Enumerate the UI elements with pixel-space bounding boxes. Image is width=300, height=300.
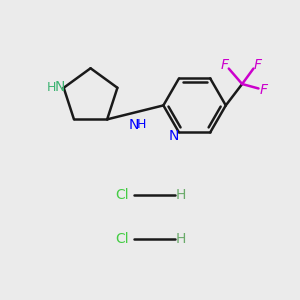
Text: F: F xyxy=(221,58,229,72)
Text: H: H xyxy=(176,232,186,246)
Text: H: H xyxy=(176,188,186,202)
Text: F: F xyxy=(260,83,268,97)
Text: N: N xyxy=(168,129,179,143)
Text: Cl: Cl xyxy=(115,188,129,202)
Text: H: H xyxy=(137,118,146,131)
Text: Cl: Cl xyxy=(115,232,129,246)
Text: N: N xyxy=(129,118,139,132)
Text: F: F xyxy=(253,58,261,72)
Text: H: H xyxy=(46,81,56,94)
Text: N: N xyxy=(55,80,65,94)
